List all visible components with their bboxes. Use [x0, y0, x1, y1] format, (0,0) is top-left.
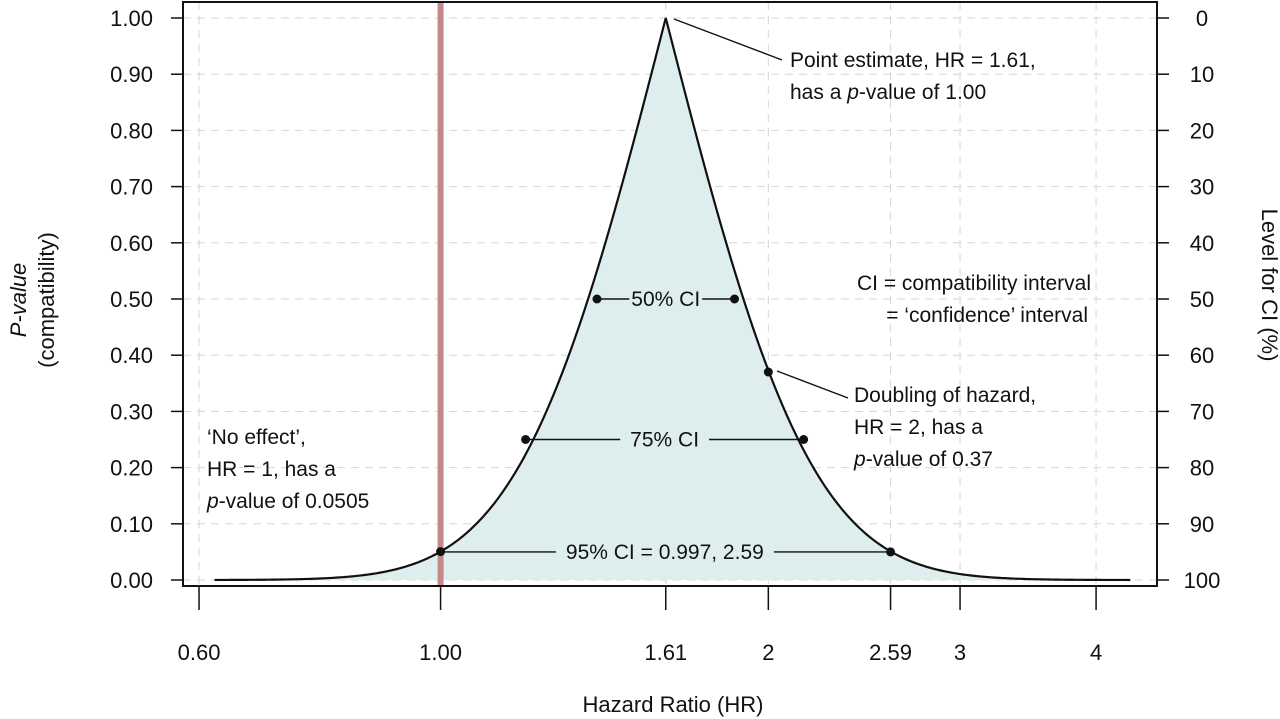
interval-label-2: 95% CI = 0.997, 2.59 [566, 541, 764, 564]
y-tick-label: 0.30 [110, 399, 153, 424]
interval-label-1: 75% CI [630, 429, 699, 452]
doubling-annotation-line2: HR = 2, has a [854, 416, 983, 439]
y-axis-ticks-left: 0.00 0.10 0.20 0.30 0.40 0.50 0.60 0.70 0.80 0.90… [110, 6, 183, 593]
y-right-tick-label: 70 [1190, 399, 1214, 424]
data-point [436, 547, 446, 557]
x-tick-label: 3 [954, 640, 966, 665]
x-axis-title: Hazard Ratio (HR) [583, 692, 764, 717]
y-right-tick-label: 90 [1190, 512, 1214, 537]
y-right-tick-label: 60 [1190, 343, 1214, 368]
y-right-tick-label: 20 [1190, 118, 1214, 143]
y-tick-label: 0.00 [110, 568, 153, 593]
y-tick-label: 0.70 [110, 175, 153, 200]
data-point [592, 294, 602, 304]
y-tick-label: 1.00 [110, 6, 153, 31]
plot-frame [182, 1, 1158, 587]
y-right-tick-label: 80 [1190, 456, 1214, 481]
y-tick-label: 0.90 [110, 62, 153, 87]
y-tick-label: 0.60 [110, 231, 153, 256]
data-point [730, 294, 740, 304]
y-tick-label: 0.40 [110, 343, 153, 368]
data-point [521, 435, 531, 444]
no-effect-reference-line [437, 2, 444, 586]
p-value-curve [214, 17, 1131, 582]
ci-definition-line1: CI = compatibility interval [857, 272, 1091, 295]
y-tick-label: 0.80 [110, 118, 153, 143]
doubling-annotation-line1: Doubling of hazard, [854, 384, 1036, 407]
no-effect-annotation-line3: p-value of 0.0505 [206, 490, 369, 513]
y-right-tick-label: 40 [1190, 231, 1214, 256]
data-point [799, 435, 809, 444]
interval-lines: 50% CI 75% CI 95% CI = 0.997, 2.59 [439, 288, 891, 564]
y-right-tick-label: 10 [1190, 62, 1214, 87]
point-estimate-annotation-line2: has a p-value of 1.00 [790, 81, 986, 104]
no-effect-annotation-line1: ‘No effect’, [207, 426, 306, 449]
y-tick-label: 0.10 [110, 512, 153, 537]
no-effect-annotation-line2: HR = 1, has a [207, 458, 336, 481]
y-right-tick-label: 50 [1190, 287, 1214, 312]
p-value-curve-fill [214, 18, 1131, 580]
point-estimate-annotation-line1: Point estimate, HR = 1.61, [790, 49, 1036, 72]
x-tick-label: 2.59 [869, 640, 912, 665]
doubling-annotation-line3: p-value of 0.37 [853, 448, 993, 471]
x-tick-label: 4 [1090, 640, 1102, 665]
data-point [763, 367, 773, 377]
x-tick-label: 1.61 [644, 640, 687, 665]
y-right-tick-label: 100 [1184, 568, 1221, 593]
data-points [436, 294, 896, 557]
y-right-tick-label: 0 [1196, 6, 1208, 31]
y-axis-title-line2: (compatibility) [34, 232, 59, 368]
x-axis-ticks: 0.60 1.00 1.61 2 2.59 3 4 [178, 586, 1102, 665]
y-axis-title-line1: P-value [6, 263, 31, 338]
doubling-leader [776, 370, 849, 399]
y-tick-label: 0.50 [110, 287, 153, 312]
x-tick-label: 0.60 [178, 640, 221, 665]
x-tick-label: 1.00 [419, 640, 462, 665]
y-right-tick-label: 30 [1190, 175, 1214, 200]
y-tick-label: 0.20 [110, 456, 153, 481]
point-estimate-leader [673, 18, 783, 61]
y-axis-title-right: Level for CI (%) [1257, 209, 1280, 362]
data-point [886, 547, 896, 557]
ci-definition-line2: = ‘confidence’ interval [886, 304, 1088, 327]
interval-label-0: 50% CI [631, 288, 700, 311]
x-tick-label: 2 [762, 640, 774, 665]
